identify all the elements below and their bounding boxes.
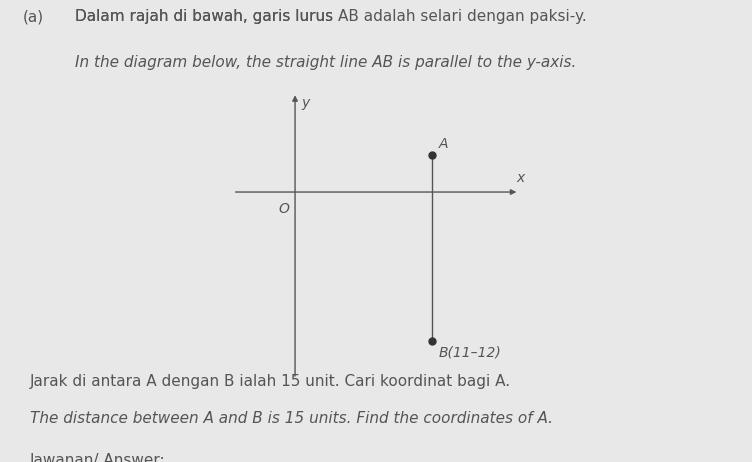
- Text: In the diagram below, the straight line AB is parallel to the y-axis.: In the diagram below, the straight line …: [75, 55, 577, 70]
- Text: Dalam rajah di bawah, garis lurus AB adalah selari dengan paksi-y.: Dalam rajah di bawah, garis lurus AB ada…: [75, 9, 587, 24]
- Text: Dalam rajah di bawah, garis lurus: Dalam rajah di bawah, garis lurus: [75, 9, 338, 24]
- Text: A: A: [438, 137, 447, 151]
- Text: Jawanan/ Answer:: Jawanan/ Answer:: [30, 453, 165, 462]
- Text: (a): (a): [23, 9, 44, 24]
- Text: x: x: [517, 170, 525, 184]
- Text: B(11–12): B(11–12): [438, 345, 501, 359]
- Text: O: O: [278, 202, 289, 216]
- Text: y: y: [302, 96, 310, 110]
- Text: Jarak di antara A dengan B ialah 15 unit. Cari koordinat bagi A.: Jarak di antara A dengan B ialah 15 unit…: [30, 374, 511, 389]
- Text: The distance between A and B is 15 units. Find the coordinates of A.: The distance between A and B is 15 units…: [30, 411, 553, 426]
